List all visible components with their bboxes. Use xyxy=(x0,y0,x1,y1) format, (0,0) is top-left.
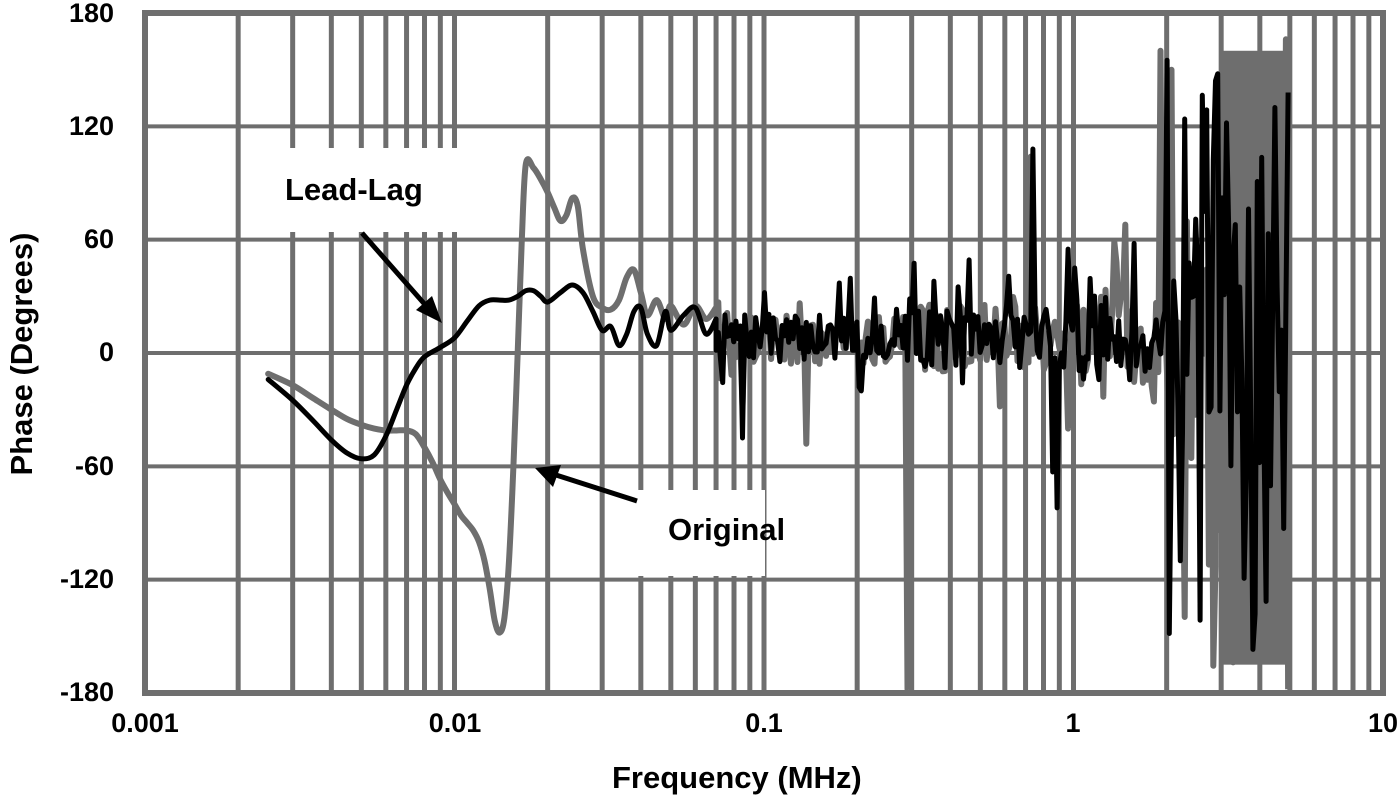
plot-border xyxy=(142,10,1386,696)
x-tick-label: 0.1 xyxy=(745,708,783,738)
x-tick-label: 0.001 xyxy=(111,708,179,738)
y-tick-label: -120 xyxy=(59,564,114,594)
lead-lag-label-background xyxy=(268,148,458,232)
lead-lag-arrow-shaft xyxy=(360,231,430,310)
y-tick-label: 60 xyxy=(83,224,114,254)
lead-lag-annotation: Lead-Lag xyxy=(285,172,423,207)
y-axis-title: Phase (Degrees) xyxy=(4,232,39,476)
original-arrowhead-icon xyxy=(535,465,561,487)
original-annotation: Original xyxy=(668,512,786,547)
lead-lag-smooth-segment xyxy=(265,282,719,462)
annotation-arrows xyxy=(360,231,638,504)
lead-lag-noise-segment xyxy=(713,57,1291,652)
y-tick-label: -180 xyxy=(59,677,114,707)
lead-lag-arrowhead-icon xyxy=(416,296,442,323)
plot-frame xyxy=(142,10,1386,696)
x-tick-label: 10 xyxy=(1367,708,1399,738)
y-tick-label: -60 xyxy=(74,451,114,481)
original-label-background xyxy=(605,490,765,576)
x-tick-label: 1 xyxy=(1065,708,1081,738)
y-tick-label: 180 xyxy=(68,0,114,28)
series-lead-lag-line xyxy=(265,57,1291,652)
x-tick-label: 0.01 xyxy=(428,708,482,738)
y-tick-label: 0 xyxy=(98,337,114,367)
y-tick-label: 120 xyxy=(68,111,114,141)
original-smooth-segment xyxy=(265,156,720,636)
x-axis-title: Frequency (MHz) xyxy=(612,760,862,795)
original-arrow-shaft xyxy=(555,472,638,504)
